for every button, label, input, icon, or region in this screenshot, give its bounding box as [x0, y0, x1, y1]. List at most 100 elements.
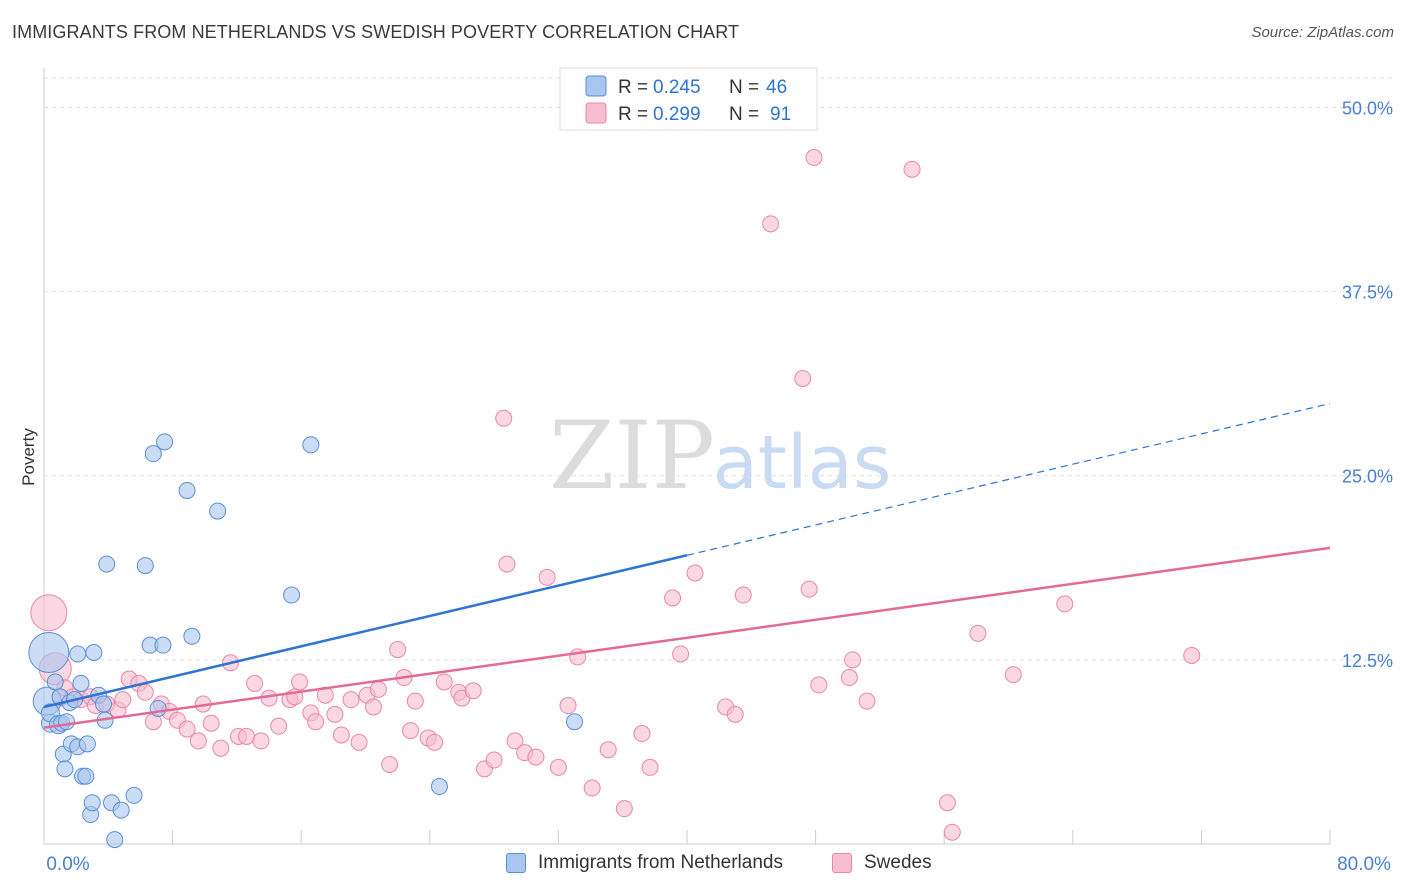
point-swedes-79 — [805, 149, 823, 167]
point-swedes-0 — [30, 594, 68, 632]
point-swedes-36 — [326, 705, 344, 723]
point-swedes-38 — [342, 691, 360, 709]
point-swedes-58 — [506, 732, 524, 750]
point-swedes-22 — [212, 739, 230, 757]
point-swedes-13 — [136, 683, 154, 701]
point-netherlands-41 — [302, 436, 320, 454]
point-swedes-80 — [810, 676, 828, 694]
trend-line-netherlands-solid — [43, 554, 688, 709]
point-swedes-56 — [495, 409, 513, 427]
trend-line-netherlands-dashed — [686, 402, 1331, 556]
point-netherlands-40 — [283, 586, 301, 604]
legend-label-swedes: Swedes — [864, 852, 932, 873]
point-netherlands-19 — [78, 735, 96, 753]
point-swedes-68 — [633, 725, 651, 743]
grid-lines — [44, 77, 1394, 661]
point-swedes-44 — [389, 641, 407, 659]
point-swedes-34 — [307, 713, 325, 731]
point-netherlands-16 — [72, 674, 90, 692]
chart-title: IMMIGRANTS FROM NETHERLANDS VS SWEDISH P… — [12, 22, 740, 42]
point-netherlands-43 — [565, 713, 583, 731]
point-swedes-46 — [402, 722, 420, 740]
point-swedes-70 — [664, 589, 682, 607]
legend-item-netherlands[interactable]: Immigrants from Netherlands — [506, 852, 783, 874]
point-swedes-83 — [858, 692, 876, 710]
legend-top-swatch-blue — [585, 75, 607, 97]
point-swedes-71 — [672, 645, 690, 663]
point-netherlands-33 — [144, 445, 162, 463]
x-tick-label-max: 80.0% — [1337, 854, 1391, 875]
point-swedes-86 — [943, 823, 961, 841]
point-netherlands-35 — [154, 636, 172, 654]
legend-top: R = 0.245 N = 46 R = 0.299 N = 91 — [559, 67, 818, 131]
point-netherlands-18 — [77, 767, 95, 785]
point-swedes-67 — [615, 800, 633, 818]
y-axis-label: Poverty — [19, 428, 38, 486]
y-tick-label-3: 50.0% — [1342, 98, 1393, 118]
point-swedes-25 — [238, 727, 256, 745]
point-netherlands-24 — [94, 695, 112, 713]
point-swedes-18 — [178, 720, 196, 738]
point-swedes-77 — [794, 370, 812, 388]
axes — [43, 68, 1331, 845]
legend-top-r-value-1: 0.245 — [653, 77, 701, 98]
legend-top-swatch-pink — [585, 102, 607, 124]
y-tick-label-0: 12.5% — [1342, 651, 1393, 671]
point-swedes-37 — [332, 726, 350, 744]
legend-top-n-label-1: N = — [729, 77, 759, 98]
point-netherlands-29 — [112, 801, 130, 819]
y-tick-labels: 12.5% 25.0% 37.5% 50.0% — [1342, 98, 1393, 670]
point-netherlands-31 — [136, 557, 154, 575]
point-swedes-89 — [1056, 595, 1074, 613]
point-swedes-76 — [762, 215, 780, 233]
legend-top-r-label-1: R = — [618, 77, 648, 98]
legend-swatch-pink — [832, 853, 852, 873]
point-netherlands-42 — [430, 778, 448, 796]
point-swedes-88 — [1004, 666, 1022, 684]
point-netherlands-26 — [98, 555, 116, 573]
series-netherlands-points — [28, 433, 583, 849]
point-swedes-43 — [381, 755, 399, 773]
point-swedes-21 — [202, 714, 220, 732]
point-swedes-41 — [365, 698, 383, 716]
point-swedes-81 — [840, 669, 858, 687]
point-netherlands-1 — [28, 632, 70, 673]
legend-item-swedes[interactable]: Swedes — [832, 852, 932, 874]
point-netherlands-28 — [106, 831, 124, 849]
legend-top-r-label-2: R = — [618, 104, 648, 125]
point-swedes-74 — [726, 705, 744, 723]
point-swedes-69 — [641, 758, 659, 776]
point-swedes-87 — [969, 624, 987, 642]
legend-top-n-value-1: 46 — [766, 77, 787, 98]
point-swedes-10 — [114, 691, 132, 709]
point-netherlands-9 — [56, 760, 74, 778]
point-swedes-66 — [599, 741, 617, 759]
watermark-zip: ZIP — [549, 402, 715, 511]
point-netherlands-14 — [69, 645, 87, 663]
point-netherlands-22 — [85, 644, 103, 661]
point-swedes-90 — [1183, 646, 1201, 664]
point-swedes-62 — [549, 758, 567, 776]
point-netherlands-30 — [125, 786, 143, 804]
point-swedes-53 — [464, 682, 482, 700]
point-swedes-42 — [369, 680, 387, 698]
point-netherlands-39 — [209, 502, 227, 520]
point-swedes-82 — [844, 651, 862, 669]
point-swedes-29 — [270, 717, 288, 735]
point-swedes-19 — [189, 732, 207, 750]
point-swedes-72 — [686, 564, 704, 582]
point-swedes-60 — [527, 748, 545, 766]
legend-swatch-blue — [506, 853, 526, 873]
trend-line-swedes — [43, 546, 1331, 729]
point-swedes-55 — [485, 751, 503, 769]
point-swedes-65 — [583, 779, 601, 797]
point-swedes-61 — [538, 568, 556, 586]
point-netherlands-38 — [183, 627, 201, 645]
legend-top-r-value-2: 0.299 — [653, 104, 701, 125]
legend-top-n-label-2: N = — [729, 104, 759, 125]
point-swedes-26 — [246, 674, 264, 692]
point-netherlands-21 — [83, 794, 101, 812]
y-tick-label-2: 37.5% — [1342, 283, 1393, 303]
point-swedes-75 — [734, 586, 752, 604]
